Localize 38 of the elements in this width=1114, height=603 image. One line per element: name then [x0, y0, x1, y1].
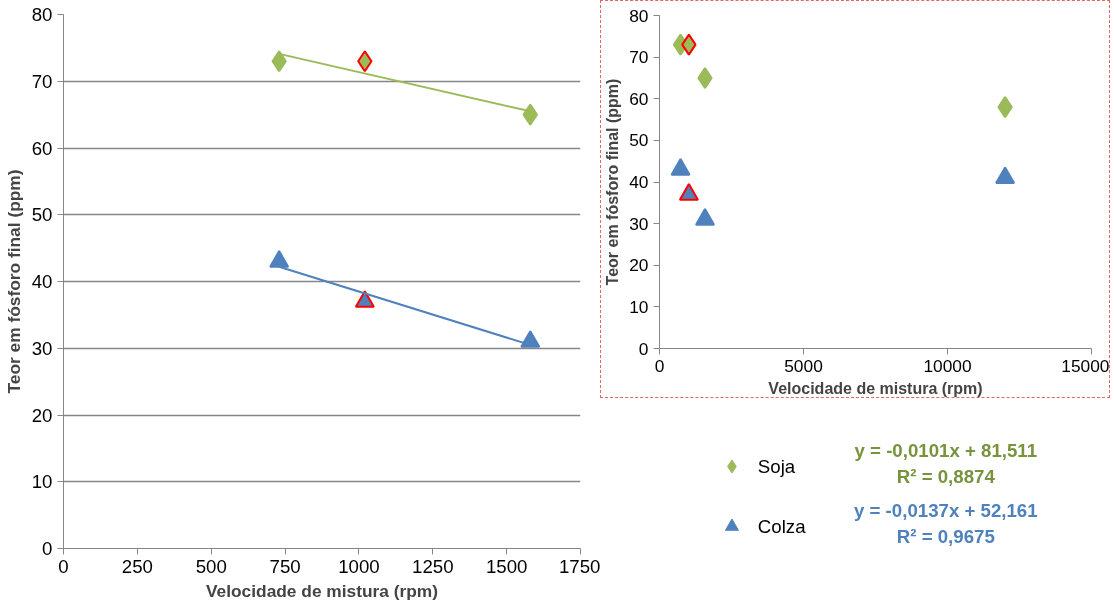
- y-tick-label: 80: [31, 4, 53, 25]
- text: y = -0,0101x + 81,511 R² = 0,8874: [854, 440, 1038, 487]
- y-axis-title: Teor em fósforo final (ppm): [604, 78, 622, 286]
- x-tick-label: 10000: [923, 355, 972, 376]
- text: y = -0,0137x + 52,161 R² = 0,9675: [853, 500, 1038, 547]
- y-tick-label: 0: [42, 538, 53, 559]
- legend-label: Soja: [757, 456, 796, 477]
- y-tick-label: 40: [629, 172, 649, 192]
- x-tick-label: 1250: [412, 555, 454, 577]
- y-tick-label: 80: [629, 5, 649, 26]
- x-tick-label: 15000: [1061, 355, 1110, 376]
- x-tick-label: 750: [269, 555, 301, 577]
- x-tick-label: 500: [195, 555, 227, 577]
- x-tick-label: 0: [654, 355, 665, 376]
- y-tick-label: 0: [638, 338, 649, 359]
- y-tick-label: 50: [629, 130, 649, 151]
- y-tick-label: 70: [31, 70, 53, 92]
- x-axis-title: Velocidade de mistura (rpm): [768, 379, 983, 397]
- y-tick-label: 30: [629, 213, 649, 234]
- y-tick-label: 30: [31, 337, 53, 359]
- x-tick-label: 1000: [338, 555, 380, 577]
- x-tick-label: 1500: [485, 555, 528, 577]
- y-tick-label: 60: [629, 88, 649, 109]
- y-tick-label: 10: [629, 296, 649, 317]
- x-tick-label: 0: [58, 555, 69, 577]
- legend-label: Colza: [757, 516, 807, 537]
- y-tick-label: 40: [31, 271, 53, 292]
- x-tick-label: 1750: [559, 555, 601, 577]
- x-tick-label: 250: [121, 555, 153, 577]
- y-axis-title: Teor em fósforo final (ppm): [3, 169, 24, 394]
- y-tick-label: 70: [629, 47, 649, 68]
- y-tick-label: 20: [31, 404, 53, 426]
- y-tick-label: 50: [31, 204, 53, 226]
- x-tick-label: 5000: [784, 355, 823, 376]
- y-tick-label: 20: [629, 255, 649, 276]
- y-tick-label: 10: [31, 471, 53, 493]
- y-tick-label: 60: [31, 137, 53, 159]
- x-axis-title: Velocidade de mistura (rpm): [205, 580, 439, 601]
